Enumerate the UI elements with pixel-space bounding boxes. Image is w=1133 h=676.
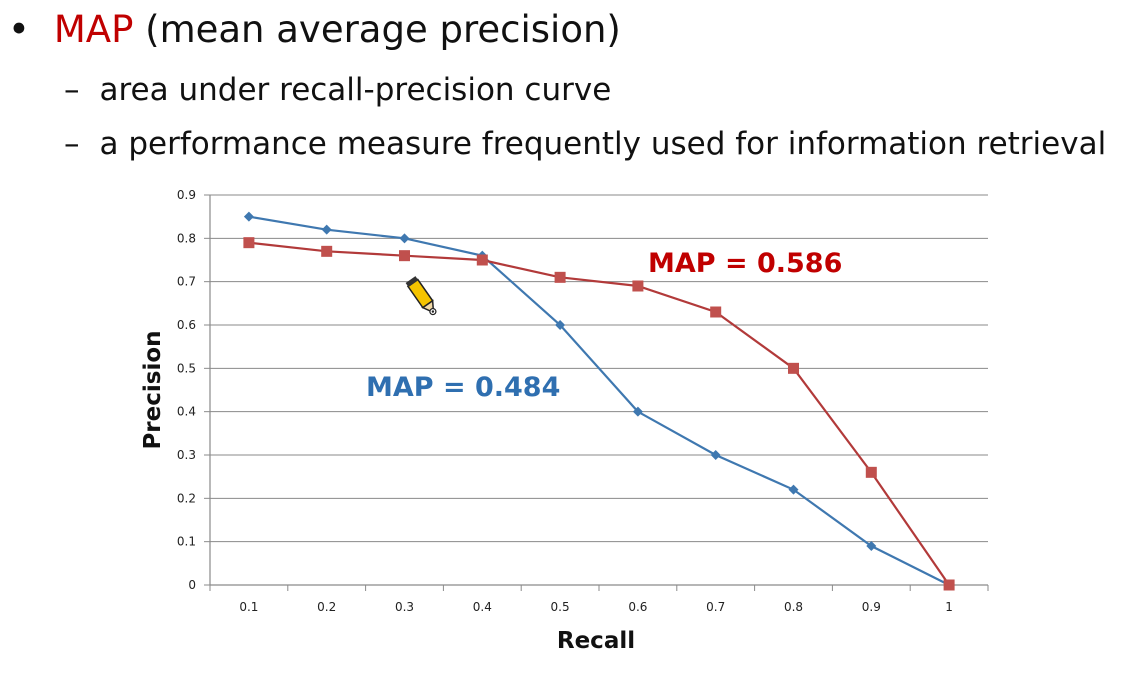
data-point: [632, 406, 643, 417]
chart-series: [243, 211, 955, 591]
data-point: [943, 579, 955, 591]
slide-title: • MAP (mean average precision): [8, 6, 621, 54]
series-line-2: [248, 241, 951, 586]
data-point: [554, 271, 566, 283]
data-point: [632, 280, 644, 292]
y-tick-label: 0.3: [177, 448, 196, 462]
y-tick-label: 0.6: [177, 318, 196, 332]
data-point: [865, 466, 877, 478]
chart-axes: [204, 194, 989, 591]
sub-bullet-text: a performance measure frequently used fo…: [99, 126, 1107, 162]
chart-ticks: 0 0.1 0.2 0.3 0.4 0.5 0.6 0.7 0.8 0.9 0.1 0.2 0.3 0.4…: [177, 188, 953, 614]
y-tick-label: 0.9: [177, 188, 196, 202]
pencil-cursor-icon: [405, 276, 437, 316]
data-point: [321, 224, 332, 235]
data-point: [243, 211, 254, 222]
x-tick-label: 0.2: [317, 600, 336, 614]
y-tick-label: 0.4: [177, 405, 196, 419]
x-tick-label: 0.8: [784, 600, 803, 614]
data-point: [710, 306, 722, 318]
x-tick-label: 0.4: [473, 600, 492, 614]
sub-bullet-1: – area under recall-precision curve: [64, 70, 611, 110]
x-tick-label: 0.6: [628, 600, 647, 614]
sub-bullet-text: area under recall-precision curve: [99, 72, 612, 108]
map-annotation-blue: MAP = 0.484: [366, 372, 560, 403]
data-point: [243, 237, 255, 249]
y-axis-label: Precision: [140, 330, 166, 449]
sub-bullet-2: – a performance measure frequently used f…: [64, 124, 1106, 164]
data-point: [555, 320, 566, 330]
data-point: [321, 245, 333, 257]
x-tick-label: 1: [945, 600, 953, 614]
y-tick-label: 0: [188, 578, 196, 592]
data-point: [866, 541, 877, 551]
data-point: [710, 450, 721, 460]
data-point: [399, 250, 410, 262]
y-tick-label: 0.2: [177, 491, 196, 505]
x-tick-label: 0.1: [239, 600, 258, 614]
data-point: [788, 362, 799, 374]
x-axis-label: Recall: [557, 628, 635, 654]
title-rest: (mean average precision): [133, 8, 621, 51]
y-tick-label: 0.8: [177, 231, 196, 245]
y-tick-label: 0.1: [177, 535, 196, 549]
y-tick-label: 0.5: [177, 361, 196, 375]
x-tick-label: 0.9: [862, 600, 881, 614]
series-line-1: [248, 215, 950, 586]
x-tick-label: 0.7: [706, 600, 725, 614]
x-tick-label: 0.5: [551, 600, 570, 614]
bullet-point: •: [8, 8, 30, 51]
x-tick-label: 0.3: [395, 600, 414, 614]
y-tick-label: 0.7: [177, 275, 196, 289]
map-annotation-red: MAP = 0.586: [648, 248, 842, 279]
data-point: [399, 233, 410, 244]
sub-bullet-dash: –: [64, 126, 80, 162]
title-accent: MAP: [53, 8, 134, 51]
data-point: [476, 254, 488, 266]
sub-bullet-dash: –: [64, 72, 80, 108]
data-point: [788, 484, 799, 495]
